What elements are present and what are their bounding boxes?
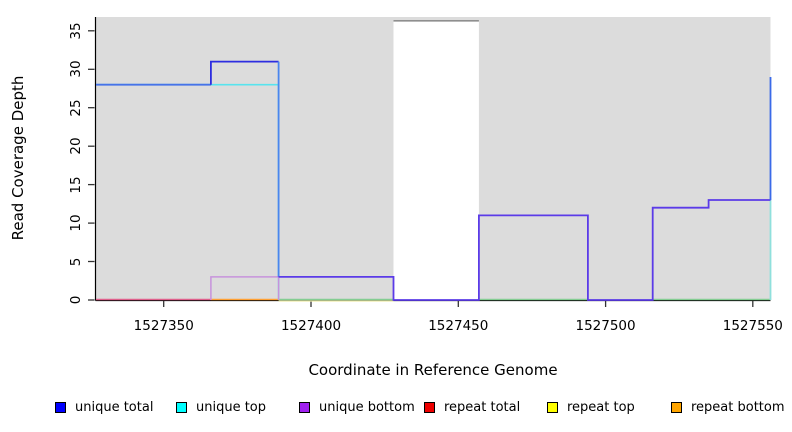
y-tick-label: 15 [68, 176, 84, 194]
legend-label: unique total [75, 399, 154, 415]
legend-label: unique bottom [319, 399, 415, 415]
legend-swatch [547, 401, 558, 413]
y-tick-label: 0 [68, 295, 84, 305]
series-line-unique-bottom-step [210, 276, 280, 300]
legend-item-unique-total: unique total [55, 399, 154, 415]
y-tick-label: 30 [68, 60, 84, 78]
legend-swatch [424, 401, 435, 413]
legend-swatch [55, 401, 66, 413]
series-line-unique-total-31 [209, 60, 279, 85]
legend-item-repeat-top: repeat top [547, 399, 635, 415]
x-tick-label: 1527400 [280, 318, 342, 334]
legend-item-repeat-total: repeat total [424, 399, 521, 415]
legend-label: unique top [196, 399, 267, 415]
y-tick-label: 10 [68, 214, 84, 232]
legend-item-unique-top: unique top [176, 399, 267, 415]
legend-label: repeat bottom [691, 399, 785, 415]
legend-label: repeat top [567, 399, 635, 415]
legend-item-repeat-bottom: repeat bottom [671, 399, 785, 415]
legend-label: repeat total [444, 399, 521, 415]
y-tick-label: 35 [68, 22, 84, 40]
legend-item-unique-bottom: unique bottom [299, 399, 415, 415]
legend-swatch [299, 401, 310, 413]
x-axis-title: Coordinate in Reference Genome [308, 361, 558, 379]
mask-region [393, 21, 479, 301]
legend-swatch [671, 401, 682, 413]
series-line-unique-overlap-path [278, 199, 771, 301]
x-tick-label: 1527450 [428, 318, 489, 334]
y-tick-label: 5 [68, 257, 84, 266]
y-tick-label: 25 [68, 99, 84, 117]
legend-swatch [176, 401, 187, 413]
y-axis-title: Read Coverage Depth [9, 75, 27, 241]
y-tick-label: 20 [68, 137, 84, 155]
x-tick-label: 1527500 [575, 318, 636, 334]
x-tick-label: 1527350 [133, 318, 194, 334]
x-tick-label: 1527550 [722, 318, 783, 334]
